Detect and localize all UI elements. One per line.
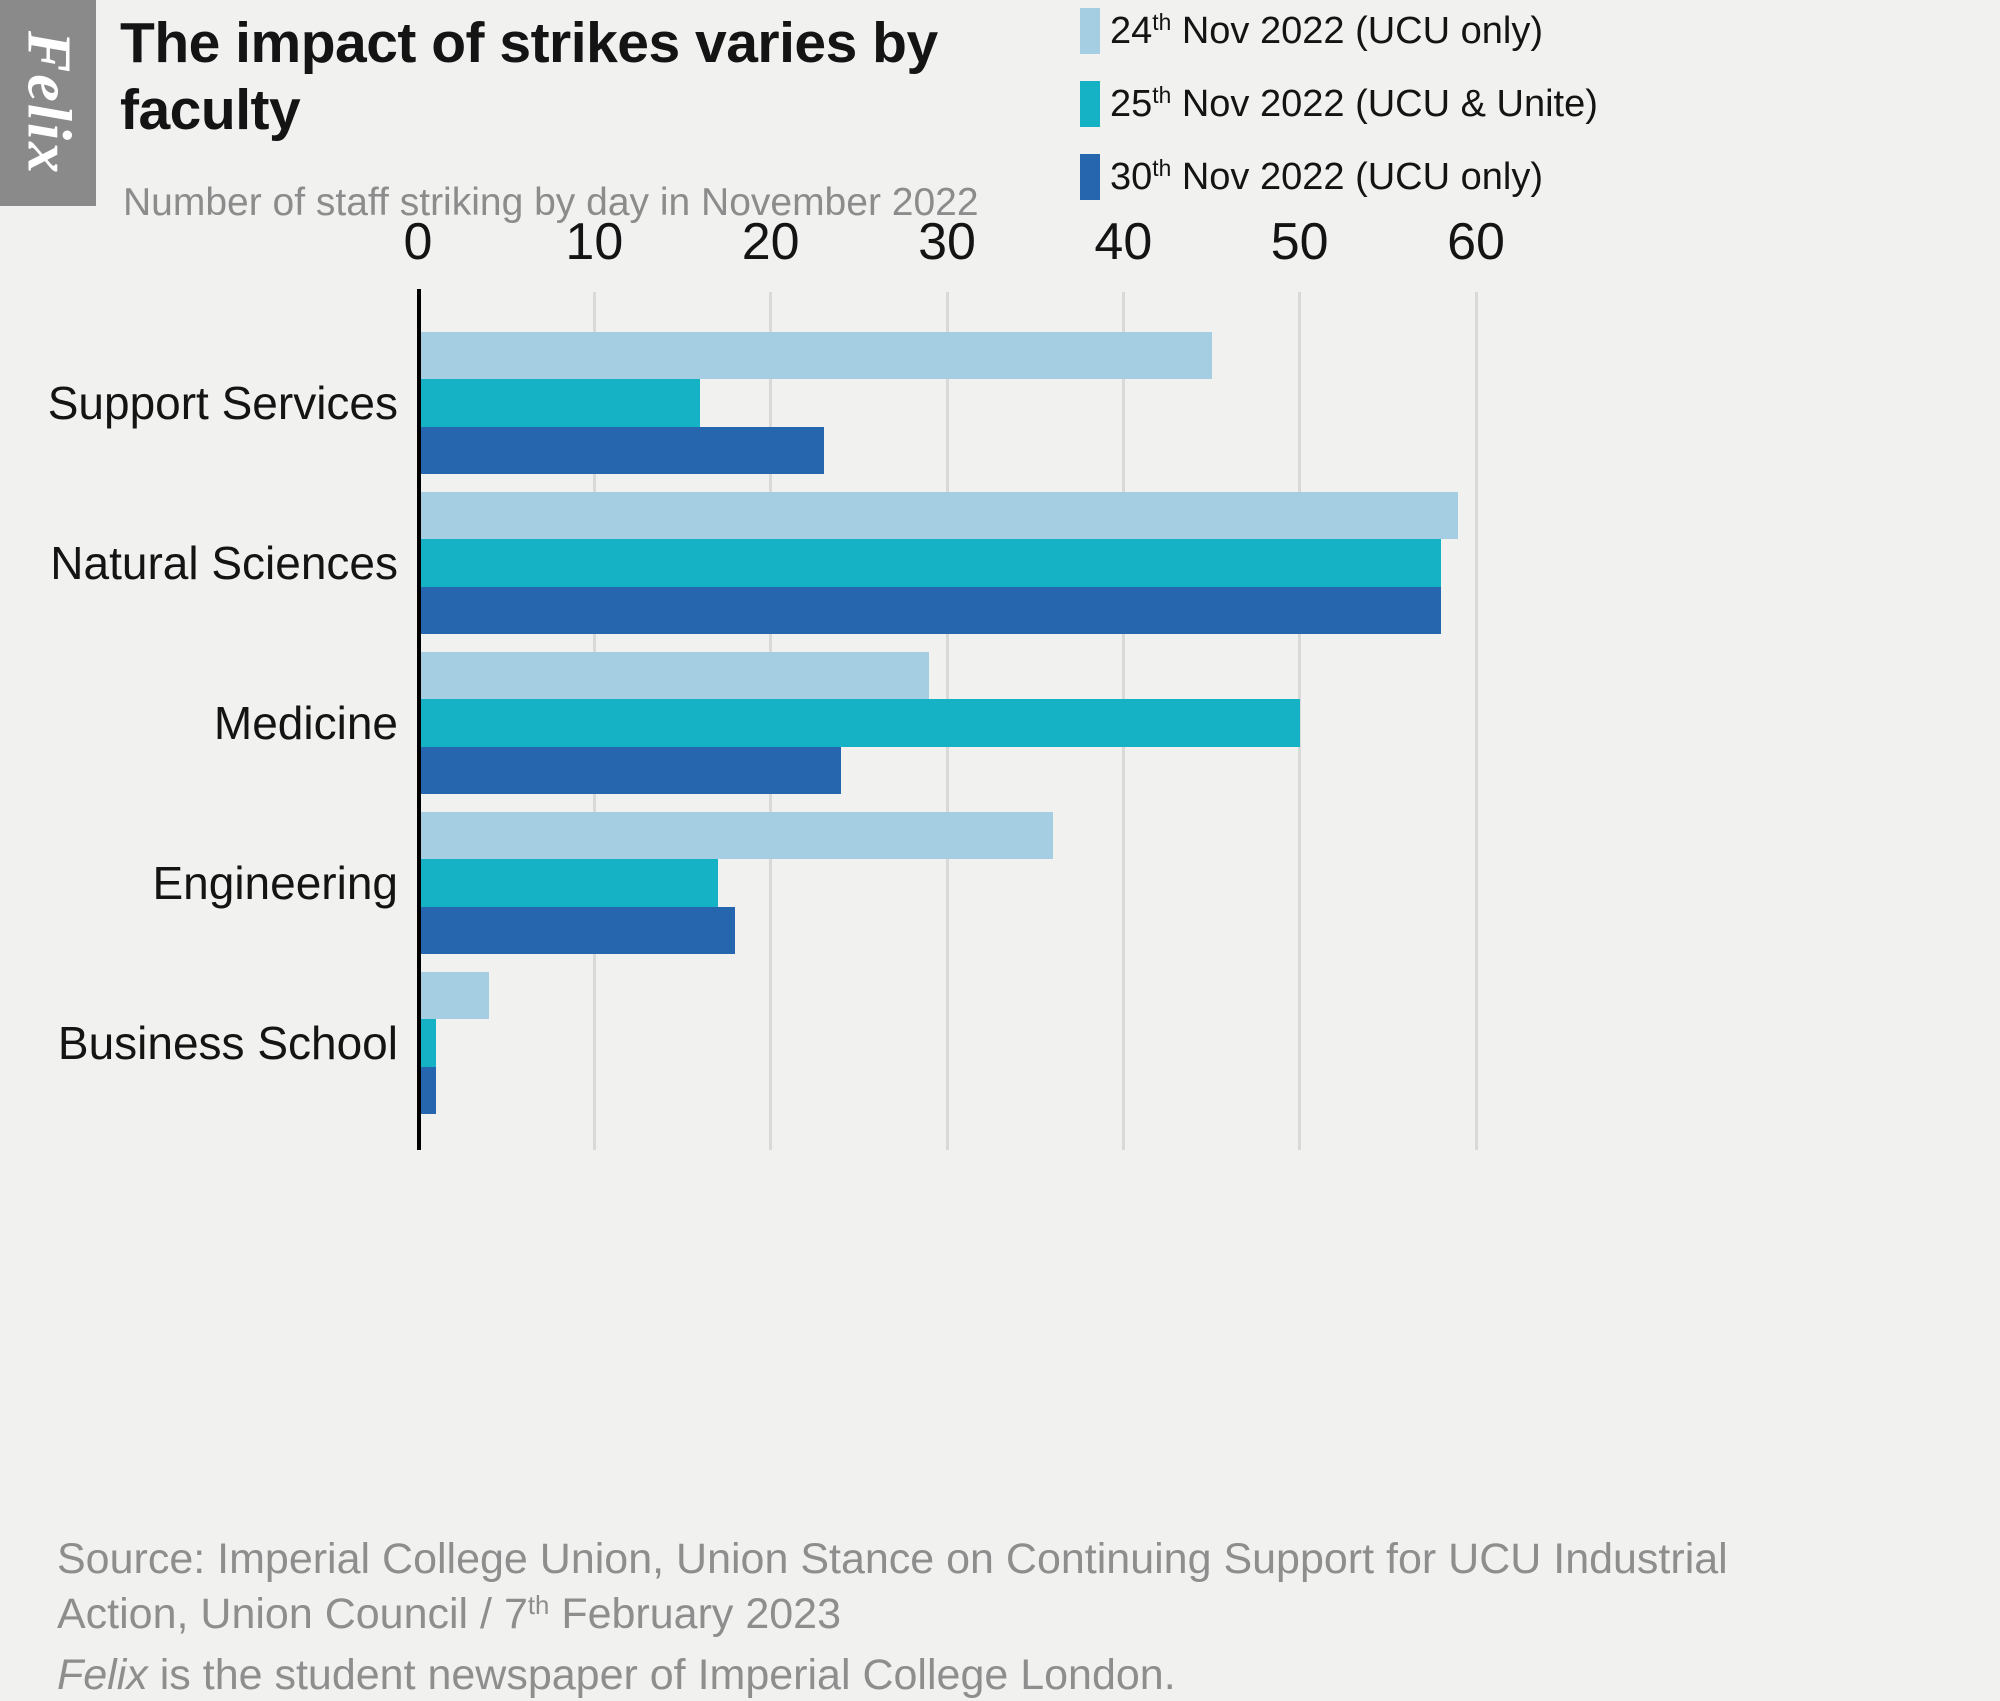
bar-support-services-24-nov-2022 <box>418 332 1212 380</box>
legend-item-25-nov-2022: 25th Nov 2022 (UCU & Unite) <box>1080 81 1598 127</box>
legend: 24th Nov 2022 (UCU only) 25th Nov 2022 (U… <box>1080 8 1598 227</box>
bar-group-medicine <box>418 652 1476 794</box>
bar-natural-sciences-25-nov-2022 <box>418 539 1441 587</box>
bar-group-engineering <box>418 812 1476 954</box>
legend-label-25-nov-2022: 25th Nov 2022 (UCU & Unite) <box>1110 81 1598 126</box>
source-line: Felix is the student newspaper of Imperi… <box>57 1648 1728 1701</box>
chart-title-line: The impact of strikes varies by <box>120 11 938 75</box>
legend-swatch-24-nov-2022 <box>1080 8 1100 54</box>
bar-medicine-25-nov-2022 <box>418 699 1300 747</box>
y-axis-line <box>417 289 421 1150</box>
bar-business-school-30-nov-2022 <box>418 1066 436 1114</box>
legend-item-24-nov-2022: 24th Nov 2022 (UCU only) <box>1080 8 1598 54</box>
bar-support-services-30-nov-2022 <box>418 426 824 474</box>
chart-title-line: faculty <box>120 78 301 143</box>
bar-medicine-30-nov-2022 <box>418 746 842 794</box>
legend-swatch-30-nov-2022 <box>1080 154 1100 200</box>
source-line: Action, Union Council / 7th February 202… <box>57 1587 1728 1648</box>
x-axis-tick-label: 0 <box>403 213 433 271</box>
superscript: th <box>1152 8 1172 35</box>
legend-label-24-nov-2022: 24th Nov 2022 (UCU only) <box>1110 8 1543 53</box>
x-axis-tick-label: 50 <box>1270 213 1329 271</box>
superscript: th <box>527 1591 550 1620</box>
bar-business-school-24-nov-2022 <box>418 972 489 1020</box>
legend-label-30-nov-2022: 30th Nov 2022 (UCU only) <box>1110 154 1543 199</box>
superscript: th <box>1152 154 1172 181</box>
x-axis-tick-label: 10 <box>565 213 624 271</box>
text-part: 30 <box>1110 155 1153 198</box>
source-line: Source: Imperial College Union, Union St… <box>57 1532 1728 1587</box>
chart-subtitle: Number of staff striking by day in Novem… <box>123 181 979 224</box>
bar-group-natural-sciences <box>418 492 1476 634</box>
bar-group-support-services <box>418 332 1476 474</box>
x-axis-tick-label: 40 <box>1094 213 1153 271</box>
x-axis: 0 10 20 30 40 50 60 <box>404 212 1505 271</box>
text-part: Nov 2022 (UCU & Unite) <box>1171 82 1598 125</box>
text-part: February 2023 <box>549 1590 841 1638</box>
felix-logo: Felix <box>0 0 96 206</box>
text-part: Nov 2022 (UCU only) <box>1171 9 1543 52</box>
text-part: is the student newspaper of Imperial Col… <box>147 1651 1176 1699</box>
category-label-medicine: Medicine <box>213 697 398 749</box>
gridline <box>1298 292 1302 1150</box>
x-axis-tick-label: 20 <box>741 213 800 271</box>
superscript: th <box>1152 81 1172 108</box>
text-part: 25 <box>1110 82 1153 125</box>
bar-group-business-school <box>418 972 1476 1114</box>
category-label-support-services: Support Services <box>47 377 398 429</box>
bar-engineering-24-nov-2022 <box>418 812 1053 860</box>
x-axis-tick-label: 30 <box>918 213 976 271</box>
bar-support-services-25-nov-2022 <box>418 379 701 427</box>
felix-logo-text: Felix <box>14 30 83 176</box>
text-part: Source: Imperial College Union, Union St… <box>57 1535 1728 1583</box>
category-label-natural-sciences: Natural Sciences <box>50 537 398 589</box>
chart-title: The impact of strikes varies by faculty <box>120 10 938 145</box>
bar-engineering-25-nov-2022 <box>418 859 718 907</box>
text-part: Nov 2022 (UCU only) <box>1171 155 1543 198</box>
bar-natural-sciences-24-nov-2022 <box>418 492 1459 540</box>
bar-engineering-30-nov-2022 <box>418 906 736 954</box>
bar-business-school-25-nov-2022 <box>418 1019 436 1067</box>
gridline <box>1474 292 1478 1150</box>
y-axis-labels: Support Services Natural Sciences Medicine… <box>0 292 398 1150</box>
source-note: Source: Imperial College Union, Union St… <box>57 1532 1728 1701</box>
bar-natural-sciences-30-nov-2022 <box>418 586 1441 634</box>
legend-swatch-25-nov-2022 <box>1080 81 1100 127</box>
plot-area <box>417 289 1478 1150</box>
x-axis-tick-label: 60 <box>1447 213 1505 271</box>
category-label-engineering: Engineering <box>152 857 398 909</box>
legend-item-30-nov-2022: 30th Nov 2022 (UCU only) <box>1080 154 1598 200</box>
text-part: 24 <box>1110 9 1153 52</box>
text-part: Felix <box>57 1651 148 1699</box>
category-label-business-school: Business School <box>57 1017 398 1069</box>
text-part: Action, Union Council / 7 <box>57 1590 528 1638</box>
bar-medicine-24-nov-2022 <box>418 652 930 700</box>
